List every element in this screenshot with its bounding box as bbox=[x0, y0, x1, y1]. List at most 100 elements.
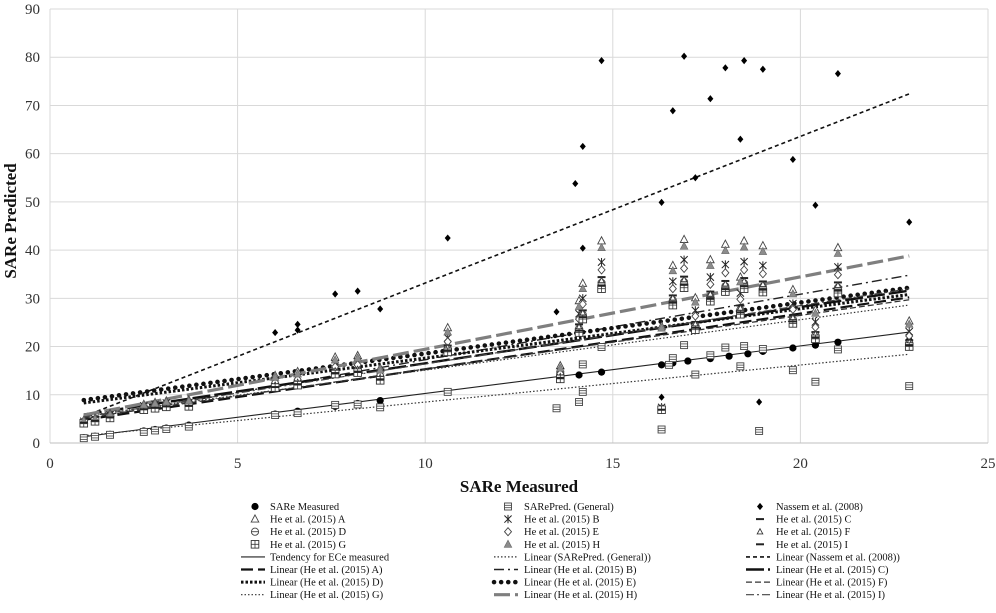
data-point bbox=[658, 198, 665, 206]
data-point bbox=[736, 277, 745, 286]
data-point bbox=[680, 275, 688, 283]
data-point bbox=[691, 370, 700, 379]
data-point bbox=[597, 276, 606, 284]
data-point bbox=[706, 290, 714, 297]
data-point bbox=[597, 242, 606, 251]
x-tick-label: 15 bbox=[605, 456, 620, 472]
legend-label: He et al. (2015) B bbox=[524, 515, 600, 526]
data-point bbox=[668, 266, 678, 275]
data-point bbox=[668, 354, 677, 363]
data-point bbox=[833, 270, 843, 280]
legend-entry: He et al. (2015) A bbox=[250, 513, 346, 526]
legend-entry: Linear (He et al. (2015) D) bbox=[241, 578, 384, 589]
data-point bbox=[812, 201, 819, 209]
data-point bbox=[669, 293, 677, 301]
legend-entry: Linear (He et al. (2015) H) bbox=[494, 590, 638, 601]
legend-entry: Linear (He et al. (2015) F) bbox=[746, 578, 888, 589]
legend-entry: He et al. (2015) C bbox=[756, 515, 852, 526]
data-point bbox=[444, 234, 451, 242]
legend-label: Linear (He et al. (2015) H) bbox=[524, 590, 638, 601]
y-axis-title: SARe Predicted bbox=[1, 163, 20, 279]
data-point bbox=[272, 328, 279, 337]
data-point bbox=[721, 260, 730, 269]
data-point bbox=[150, 398, 160, 407]
data-point bbox=[597, 265, 606, 275]
data-point bbox=[574, 301, 584, 310]
trendline bbox=[83, 299, 910, 419]
y-tick-label: 0 bbox=[33, 436, 41, 452]
data-point bbox=[658, 393, 665, 401]
legend-label: Linear (He et al. (2015) D) bbox=[270, 578, 384, 589]
data-point bbox=[375, 365, 385, 374]
data-point bbox=[833, 288, 843, 298]
data-point bbox=[725, 352, 733, 360]
legend-label: Linear (He et al. (2015) I) bbox=[776, 590, 886, 601]
legend-entry: Linear (He et al. (2015) A) bbox=[241, 565, 383, 576]
legend-label: He et al. (2015) F bbox=[776, 527, 851, 538]
data-point bbox=[759, 65, 766, 73]
data-point bbox=[376, 403, 385, 412]
data-point bbox=[811, 377, 820, 386]
data-point bbox=[552, 404, 561, 413]
legend-marker bbox=[757, 502, 763, 511]
x-tick-label: 0 bbox=[46, 456, 54, 472]
data-point bbox=[330, 355, 340, 364]
data-point bbox=[162, 425, 171, 433]
data-point bbox=[184, 422, 193, 431]
data-point bbox=[739, 242, 749, 251]
data-point bbox=[294, 326, 301, 334]
legend-label: He et al. (2015) H bbox=[524, 540, 601, 551]
data-point bbox=[139, 400, 149, 409]
legend-entry: Linear (He et al. (2015) E) bbox=[491, 578, 636, 589]
data-point bbox=[572, 179, 579, 188]
data-point bbox=[575, 398, 583, 406]
x-tick-label: 5 bbox=[234, 456, 242, 472]
data-point bbox=[353, 353, 362, 362]
data-point bbox=[443, 387, 452, 396]
data-point bbox=[598, 56, 605, 65]
data-point bbox=[788, 304, 797, 315]
data-point bbox=[721, 279, 729, 287]
legend-marker bbox=[503, 527, 513, 537]
data-point bbox=[680, 341, 689, 350]
data-point bbox=[665, 360, 674, 369]
data-point bbox=[904, 342, 914, 351]
data-point bbox=[737, 135, 744, 143]
trendline bbox=[83, 93, 910, 418]
data-point bbox=[578, 360, 587, 369]
data-point bbox=[905, 382, 914, 391]
legend-marker bbox=[250, 540, 260, 549]
data-point bbox=[706, 260, 715, 269]
legend-label: SARe Measured bbox=[270, 502, 340, 513]
data-point bbox=[706, 279, 715, 290]
legend-marker bbox=[504, 514, 512, 524]
data-point bbox=[377, 305, 384, 313]
data-point bbox=[788, 366, 797, 375]
data-point bbox=[834, 338, 842, 346]
data-point bbox=[833, 345, 842, 354]
data-point bbox=[811, 308, 820, 317]
legend-marker bbox=[251, 502, 259, 511]
data-point bbox=[833, 262, 842, 272]
data-point bbox=[740, 257, 749, 266]
data-point bbox=[669, 107, 676, 115]
data-point bbox=[151, 426, 160, 435]
y-tick-label: 30 bbox=[25, 291, 40, 307]
data-point bbox=[579, 142, 586, 151]
legend-entry: Tendency for ECe measured bbox=[241, 552, 390, 563]
legend-entry: He et al. (2015) H bbox=[503, 539, 601, 551]
legend-label: Linear (He et al. (2015) B) bbox=[524, 565, 637, 576]
axes: 0 10 20 30 40 50 60 70 80 90 0 5 10 15 20 25 bbox=[25, 2, 996, 472]
data-point bbox=[758, 261, 767, 270]
data-point bbox=[293, 409, 302, 418]
trendline bbox=[83, 254, 910, 417]
legend-label: Linear (He et al. (2015) C) bbox=[776, 565, 889, 576]
data-point bbox=[744, 350, 752, 358]
legend-label: Linear (He et al. (2015) F) bbox=[776, 578, 888, 589]
data-point bbox=[376, 396, 384, 405]
data-point bbox=[597, 368, 606, 376]
legend-marker bbox=[756, 527, 764, 535]
data-point bbox=[681, 52, 688, 60]
data-point bbox=[758, 345, 767, 353]
